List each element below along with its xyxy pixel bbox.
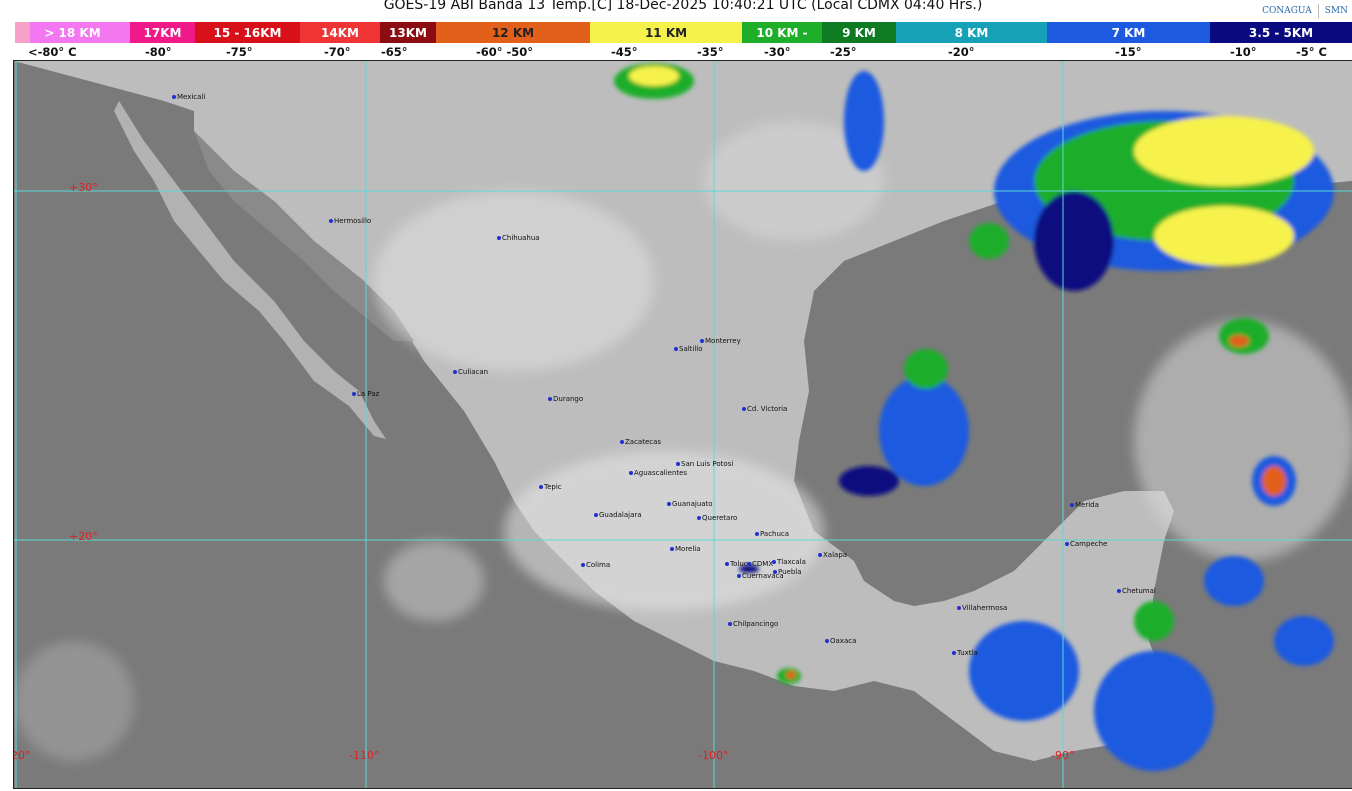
- city-label: Tuxtla: [952, 649, 978, 657]
- city-label: Mexicali: [172, 93, 205, 101]
- image-title: GOES-19 ABI Banda 13 Temp.[C] 18-Dec-202…: [383, 0, 983, 13]
- city-label: Queretaro: [697, 514, 737, 522]
- legend-band: 13KM: [380, 22, 436, 43]
- land-baja-california: [114, 101, 386, 439]
- latitude-label: +30°: [69, 181, 98, 194]
- legend-temp-label: -20°: [948, 45, 975, 59]
- legend-temp-label: -25°: [830, 45, 857, 59]
- legend-temp-label: -65°: [381, 45, 408, 59]
- map-canvas: [14, 61, 1352, 788]
- city-label: CDMX: [747, 560, 773, 568]
- legend-band: > 18 KM: [15, 22, 130, 43]
- city-label: Merida: [1070, 501, 1099, 509]
- legend-temp-label: -5° C: [1296, 45, 1327, 59]
- legend-temp-label: -75°: [226, 45, 253, 59]
- city-label: Guadalajara: [594, 511, 642, 519]
- city-label: Saltillo: [674, 345, 703, 353]
- legend-band: 3.5 - 5KM: [1210, 22, 1352, 43]
- lat-lon-grid: [14, 61, 1352, 788]
- land-gulf-of-california: [194, 131, 414, 341]
- city-label: Pachuca: [755, 530, 789, 538]
- legend-band: 10 KM -: [742, 22, 822, 43]
- city-label: La Paz: [352, 390, 379, 398]
- city-label: Aguascalientes: [629, 469, 687, 477]
- agency-logos: CONAGUA SMN: [1262, 4, 1348, 18]
- city-label: Cd. Victoria: [742, 405, 787, 413]
- city-label: Chetumal: [1117, 587, 1156, 595]
- longitude-label: -120°: [14, 749, 31, 762]
- legend-band: 7 KM: [1047, 22, 1210, 43]
- legend-band: 8 KM: [896, 22, 1047, 43]
- city-label: Culiacan: [453, 368, 488, 376]
- color-legend: > 18 KM 17KM 15 - 16KM 14KM 13KM 12 KM 11 KM 10…: [15, 22, 1352, 43]
- longitude-label: -100°: [698, 749, 729, 762]
- longitude-label: -110°: [349, 749, 380, 762]
- city-label: Monterrey: [700, 337, 741, 345]
- legend-temp-label: -80°: [145, 45, 172, 59]
- city-label: Cuernavaca: [737, 572, 784, 580]
- legend-temp-label: -60° -50°: [476, 45, 534, 59]
- legend-band: 15 - 16KM: [195, 22, 300, 43]
- legend-band: 14KM: [300, 22, 380, 43]
- city-label: Puebla: [773, 568, 802, 576]
- cloud-tops: [614, 63, 1334, 771]
- satellite-map: +30° +20° -120° -110° -100° -90° Mexicali Hermo…: [13, 60, 1352, 789]
- city-label: Oaxaca: [825, 637, 856, 645]
- legend-temp-label: -15°: [1115, 45, 1142, 59]
- city-label: Morelia: [670, 545, 701, 553]
- legend-temp-label: <-80° C: [28, 45, 77, 59]
- latitude-label: +20°: [69, 530, 98, 543]
- city-label: Durango: [548, 395, 583, 403]
- legend-band: 9 KM: [822, 22, 896, 43]
- longitude-label: -90°: [1051, 749, 1075, 762]
- legend-temp-label: -45°: [611, 45, 638, 59]
- legend-band: 12 KM: [436, 22, 590, 43]
- city-label: Colima: [581, 561, 610, 569]
- land-mexico-us: [14, 61, 1352, 761]
- logo-divider: [1317, 4, 1319, 18]
- legend-temp-label: -70°: [324, 45, 351, 59]
- city-label: Villahermosa: [957, 604, 1007, 612]
- smn-logo: SMN: [1324, 6, 1348, 16]
- conagua-logo: CONAGUA: [1262, 6, 1312, 16]
- city-label: Xalapa: [818, 551, 847, 559]
- legend-band: 11 KM: [590, 22, 742, 43]
- legend-temp-label: -10°: [1230, 45, 1257, 59]
- legend-temp-label: -30°: [764, 45, 791, 59]
- city-label: Chilpancingo: [728, 620, 778, 628]
- city-label: Tlaxcala: [772, 558, 806, 566]
- legend-band: 17KM: [130, 22, 195, 43]
- city-label: Chihuahua: [497, 234, 540, 242]
- city-label: Campeche: [1065, 540, 1107, 548]
- city-label: Toluca: [725, 560, 752, 568]
- city-label: Hermosillo: [329, 217, 371, 225]
- city-label: Tepic: [539, 483, 562, 491]
- city-label: Zacatecas: [620, 438, 661, 446]
- city-label: San Luis Potosi: [676, 460, 733, 468]
- legend-temp-label: -35°: [697, 45, 724, 59]
- city-label: Guanajuato: [667, 500, 713, 508]
